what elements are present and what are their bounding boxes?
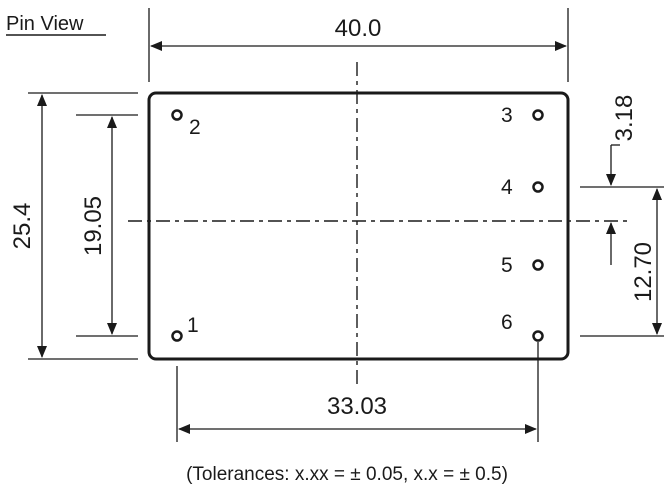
pin-span-horizontal-label: 33.03 (327, 393, 387, 420)
pin-2-hole (171, 109, 183, 121)
pin-4-label: 4 (501, 176, 513, 199)
pin-2-label: 2 (189, 116, 201, 139)
pin-6-label: 6 (501, 311, 513, 334)
tolerance-note: (Tolerances: x.xx = ± 0.05, x.x = ± 0.5) (186, 464, 508, 485)
width-dimension-label: 40.0 (335, 15, 382, 42)
pin-offset-right-label: 12.70 (630, 242, 657, 302)
package-outline (147, 91, 570, 361)
pin-4-hole (532, 181, 544, 193)
pin-6-hole (532, 330, 544, 342)
pin-1-hole (171, 330, 183, 342)
pin-view-title: Pin View (6, 13, 84, 35)
height-dimension-label: 25.4 (9, 203, 36, 250)
pin-offset-small-label: 3.18 (611, 95, 638, 142)
pin-3-label: 3 (501, 104, 513, 127)
pin-span-vertical-label: 19.05 (80, 196, 107, 256)
pin-5-label: 5 (501, 254, 513, 277)
pin-3-hole (532, 109, 544, 121)
pin-1-label: 1 (187, 314, 199, 337)
pin-5-hole (532, 259, 544, 271)
